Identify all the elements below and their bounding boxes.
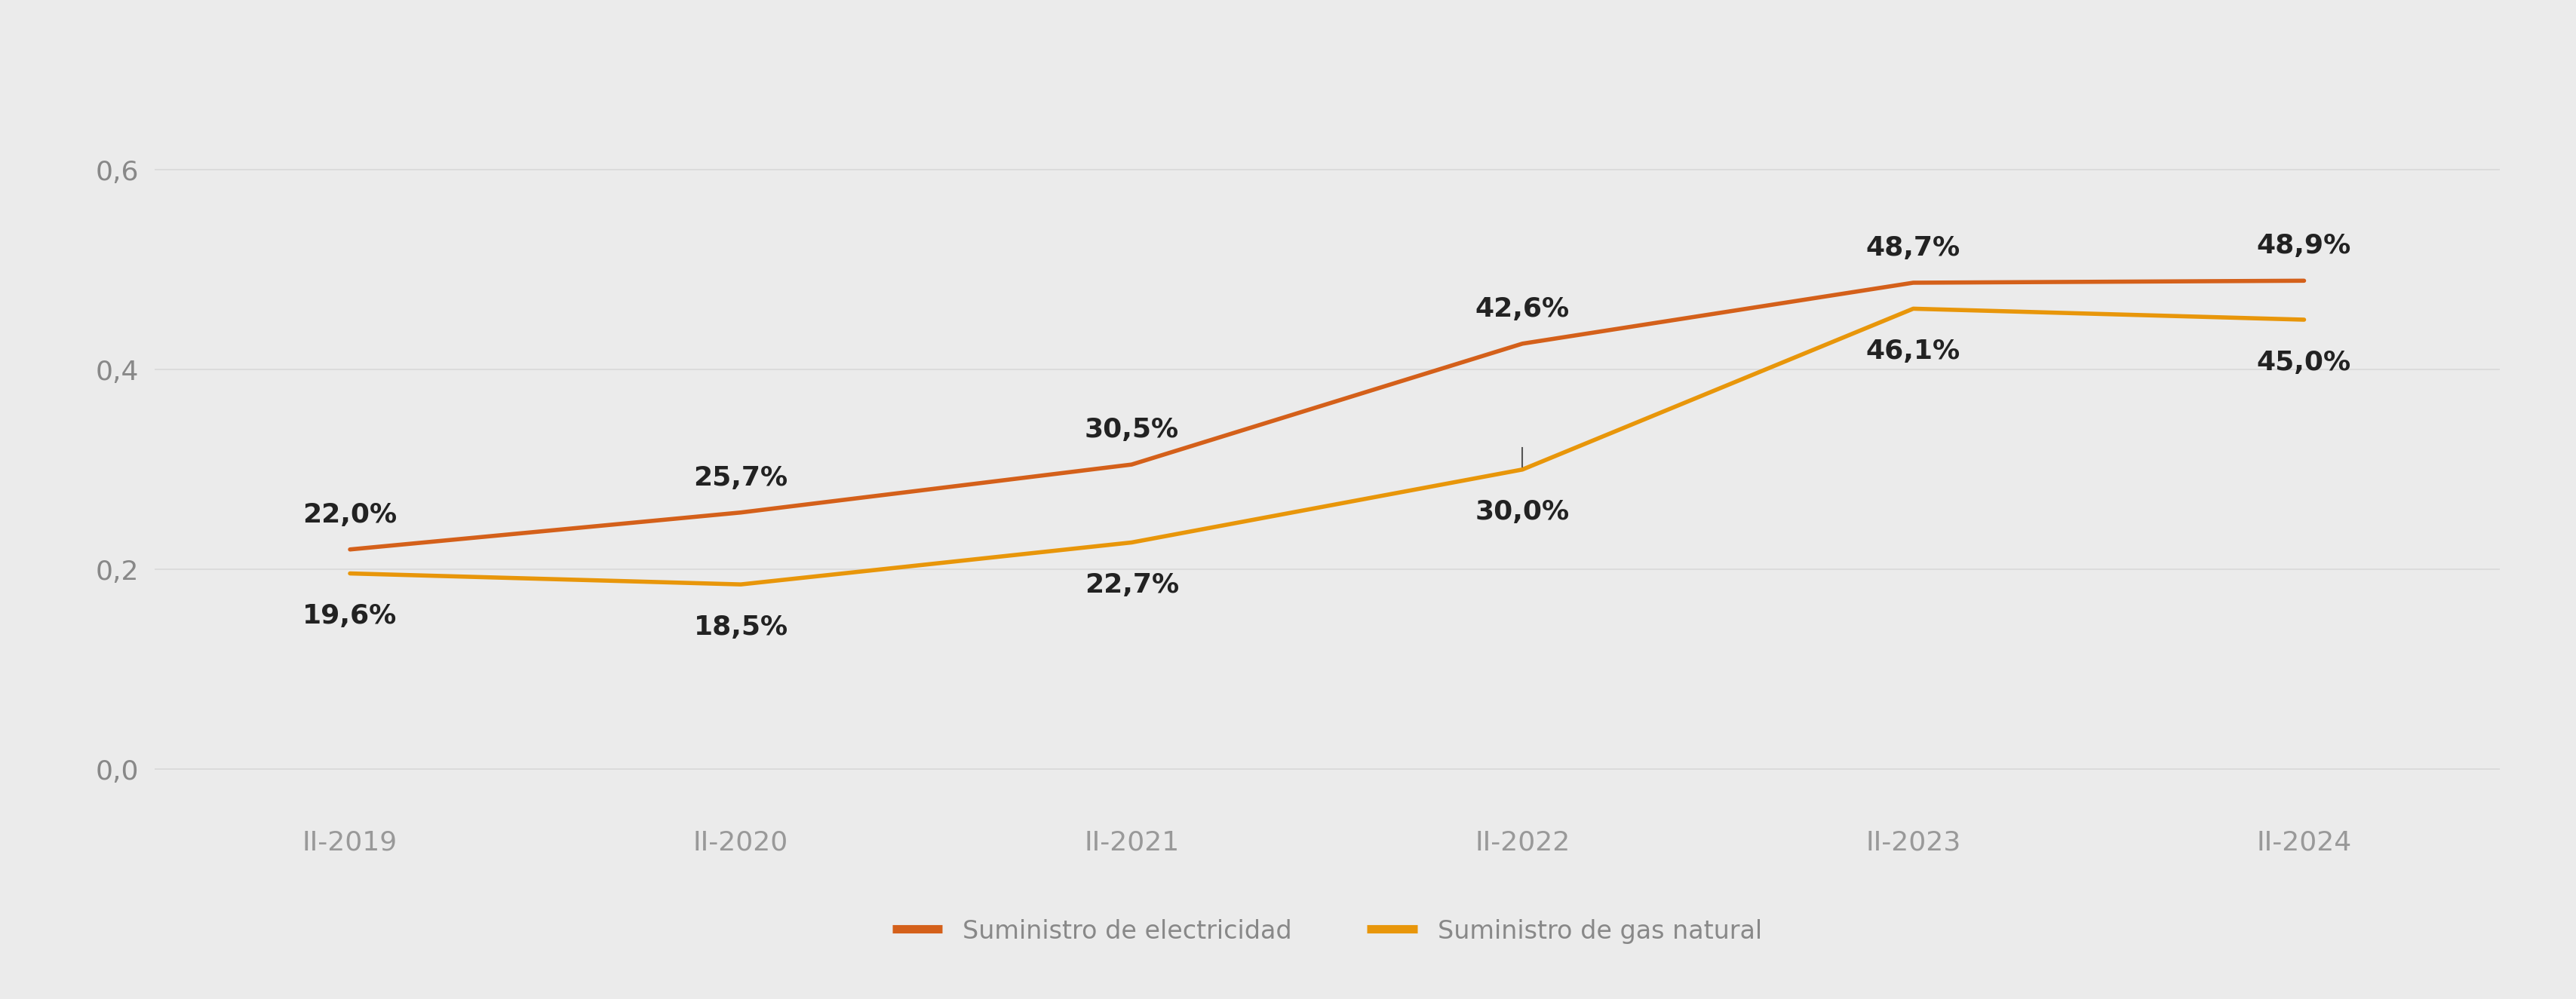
Text: 30,0%: 30,0% — [1476, 500, 1569, 525]
Text: 18,5%: 18,5% — [693, 614, 788, 640]
Text: 48,9%: 48,9% — [2257, 233, 2349, 259]
Text: 22,0%: 22,0% — [304, 501, 397, 527]
Text: 22,7%: 22,7% — [1084, 572, 1177, 598]
Legend: Suministro de electricidad, Suministro de gas natural: Suministro de electricidad, Suministro d… — [878, 906, 1775, 956]
Text: 25,7%: 25,7% — [693, 465, 788, 491]
Text: 45,0%: 45,0% — [2257, 350, 2349, 376]
Text: 42,6%: 42,6% — [1476, 296, 1569, 322]
Text: 46,1%: 46,1% — [1865, 339, 1960, 365]
Text: 48,7%: 48,7% — [1865, 235, 1960, 261]
Text: 19,6%: 19,6% — [304, 603, 397, 629]
Text: 30,5%: 30,5% — [1084, 417, 1177, 443]
